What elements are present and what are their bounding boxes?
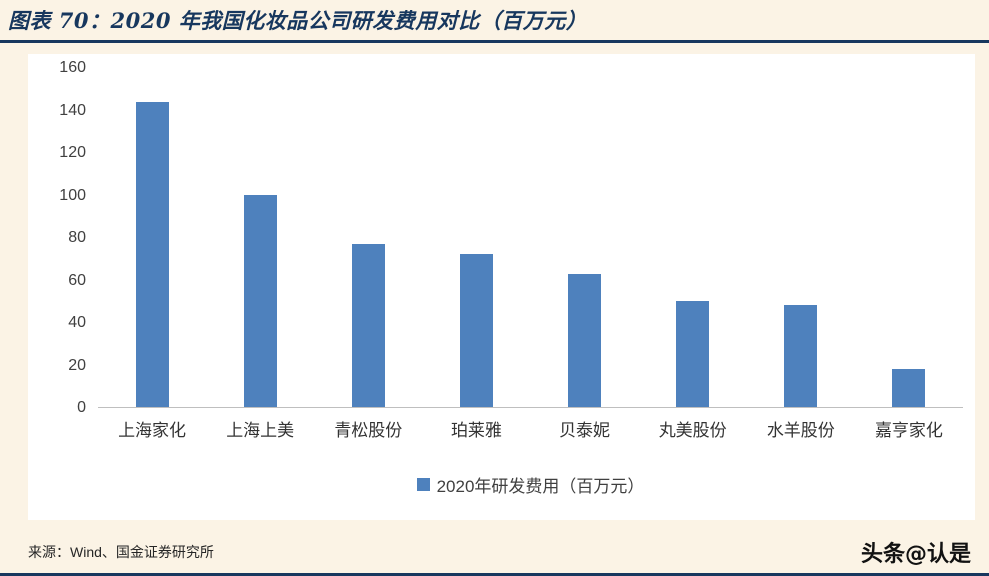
source-text: 来源：Wind、国金证券研究所 [28,544,214,560]
y-axis-tick-label: 140 [59,101,86,119]
x-axis-category-label: 丸美股份 [658,421,727,440]
y-axis-tick-label: 20 [68,356,86,374]
bar-chart: 0 20 40 60 80 100 120 140 160 [28,59,963,416]
y-axis: 0 20 40 60 80 100 120 140 160 [28,59,98,416]
bar [135,101,169,407]
bar [892,368,926,407]
chart-legend: 2020年研发费用（百万元） [98,472,963,497]
bar [676,301,710,407]
bar-column [98,68,206,407]
bar-column [422,68,530,407]
bar [568,273,602,407]
legend-label: 2020年研发费用（百万元） [436,477,645,496]
bar [243,195,277,407]
y-axis-tick-label: 40 [68,314,86,331]
y-axis-tick-label: 80 [68,229,86,246]
legend-swatch-icon [416,478,430,491]
plot-area [98,68,963,408]
x-axis: 上海家化 上海上美 青松股份 珀莱雅 贝泰妮 丸美股份 水羊股份 嘉亨家化 [28,416,963,441]
y-axis-tick-label: 120 [59,144,86,161]
x-axis-category-label: 水羊股份 [766,421,835,440]
y-axis-tick-label: 160 [59,59,86,76]
x-axis-labels: 上海家化 上海上美 青松股份 珀莱雅 贝泰妮 丸美股份 水羊股份 嘉亨家化 [98,416,963,441]
bar-column [206,68,314,407]
figure-header: 图表 70：2020 年我国化妆品公司研发费用对比（百万元） [0,0,989,43]
bar [784,305,818,407]
x-axis-category-label: 珀莱雅 [450,421,502,440]
bar [351,243,385,407]
x-axis-spacer [28,416,98,441]
bar-column [314,68,422,407]
watermark: 头条@认是 [860,542,971,567]
bar-column [855,68,963,407]
x-axis-category-label: 上海家化 [118,421,187,440]
y-axis-tick-label: 100 [59,186,86,204]
figure-title: 图表 70：2020 年我国化妆品公司研发费用对比（百万元） [8,8,588,33]
y-axis-tick-label: 60 [68,271,86,289]
bar-column [639,68,747,407]
y-axis-tick-label: 0 [77,399,86,416]
x-axis-category-label: 上海上美 [226,421,295,440]
chart-panel: 0 20 40 60 80 100 120 140 160 上海家化 上海上美 青松股份 珀莱雅 贝泰妮… [28,54,975,520]
bottom-divider [0,573,989,576]
header-divider [0,40,989,43]
x-axis-category-label: 青松股份 [334,421,403,440]
x-axis-category-label: 贝泰妮 [559,421,611,440]
bar-column [747,68,855,407]
bar [459,254,493,407]
x-axis-category-label: 嘉亨家化 [874,421,943,440]
bar-column [531,68,639,407]
